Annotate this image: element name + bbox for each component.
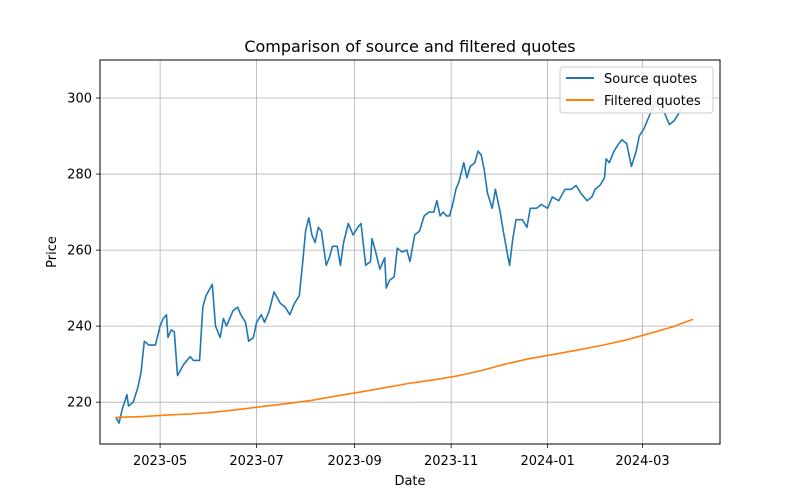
x-tick-label: 2023-09	[327, 454, 381, 469]
series-line-source-quotes	[115, 101, 689, 424]
plot-series	[115, 101, 694, 424]
series-line-filtered-quotes	[115, 318, 694, 419]
x-tick-label: 2024-01	[520, 454, 574, 469]
legend-label-source: Source quotes	[604, 72, 697, 87]
x-axis-label: Date	[394, 474, 425, 489]
plot-area-frame	[99, 59, 721, 445]
y-tick-label: 220	[67, 396, 92, 411]
y-tick-label: 280	[67, 168, 92, 183]
y-axis-label: Price	[45, 236, 60, 268]
y-tick-label: 300	[67, 92, 92, 107]
legend-label-filtered: Filtered quotes	[604, 94, 701, 109]
legend-box	[559, 66, 714, 114]
x-tick-label: 2023-05	[133, 454, 187, 469]
x-tick-label: 2023-07	[229, 454, 283, 469]
chart-title: Comparison of source and filtered quotes	[244, 37, 575, 56]
x-tick-label: 2024-03	[615, 454, 669, 469]
y-tick-label: 240	[67, 320, 92, 335]
chart-legend: Source quotes Filtered quotes	[559, 66, 714, 114]
axis-ticks: 2023-05 2023-07 2023-09 2023-11 2024-01 2024-…	[67, 92, 669, 469]
y-tick-label: 260	[67, 244, 92, 259]
x-tick-label: 2023-11	[424, 454, 478, 469]
